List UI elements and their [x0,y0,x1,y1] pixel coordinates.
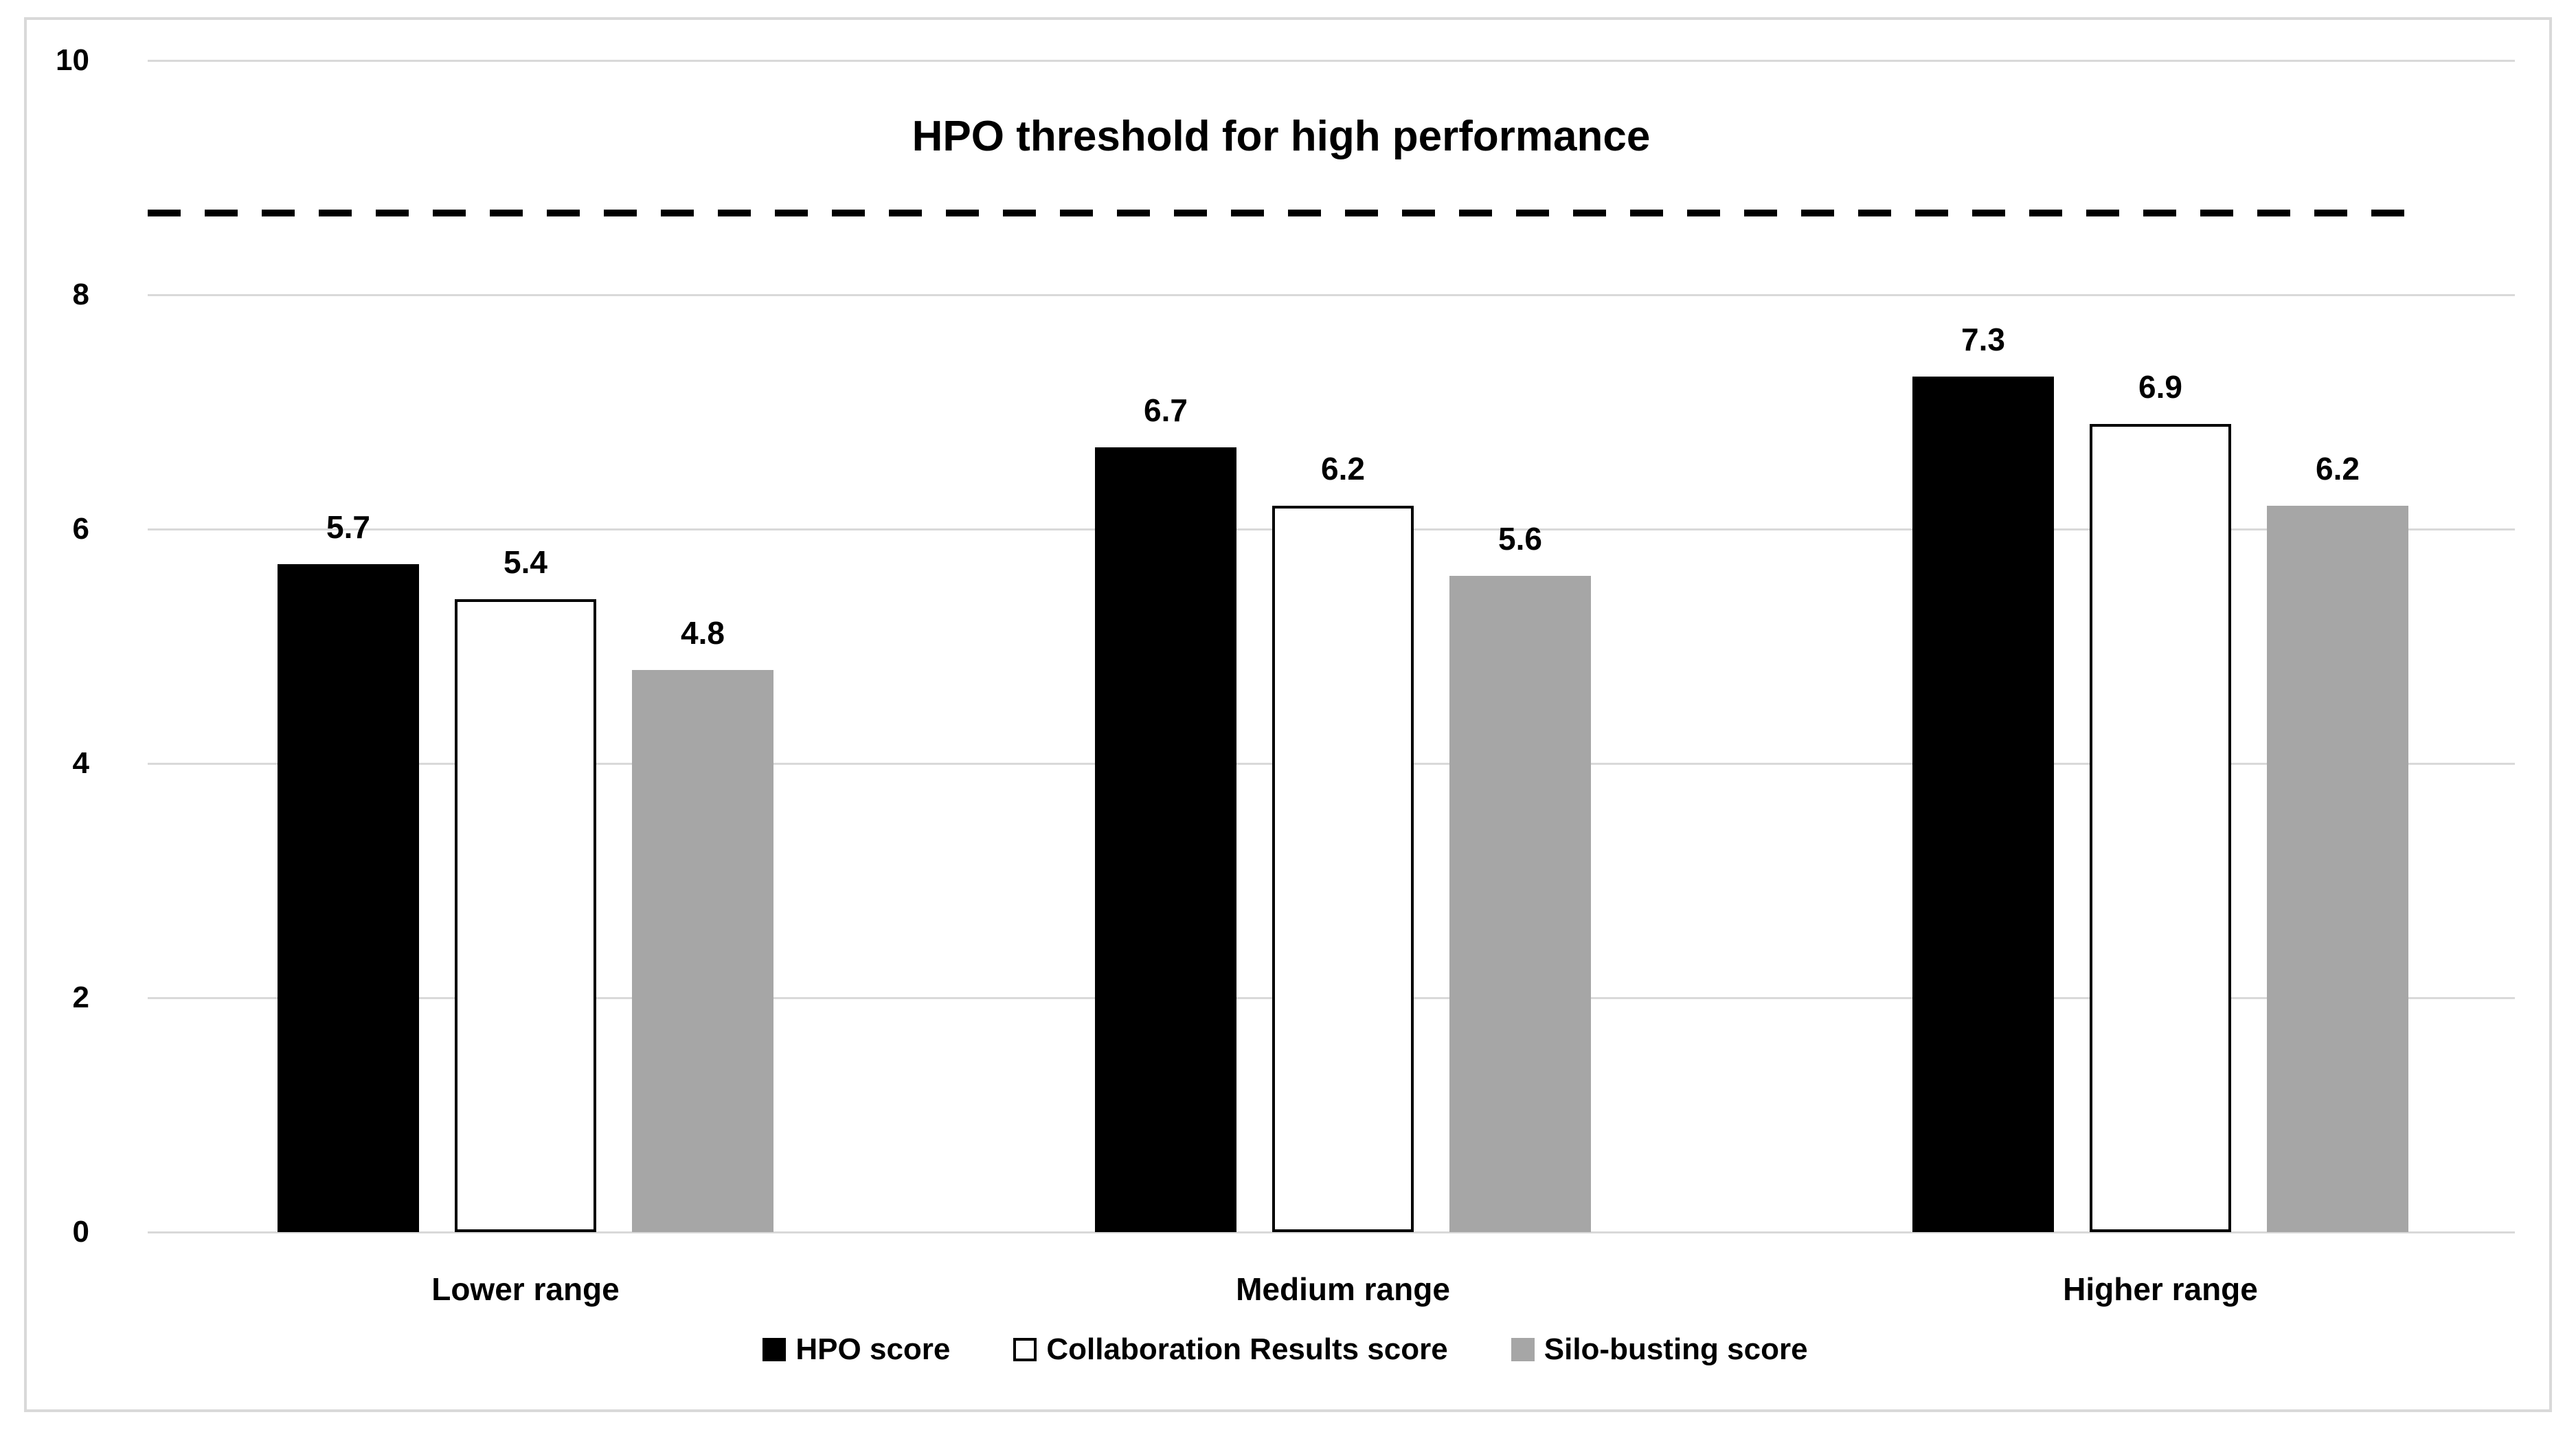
legend-label: Collaboration Results score [1046,1332,1448,1366]
bar-value-label-silo-busting-score-higher-range: 6.2 [2316,451,2360,487]
bar-value-label-hpo-score-lower-range: 5.7 [326,509,370,545]
y-axis-tick-label: 8 [72,278,89,311]
chart-title: HPO threshold for high performance [912,113,1651,160]
y-axis-tick-label: 0 [72,1215,89,1249]
gridline-y-8 [148,294,2515,296]
bar-hpo-score-lower-range [278,564,419,1232]
gridline-y-10 [148,60,2515,62]
legend-swatch-silo-busting-score [1511,1338,1535,1361]
legend-item-silo-busting-score: Silo-busting score [1511,1334,1808,1365]
bar-value-label-hpo-score-higher-range: 7.3 [1961,322,2005,357]
bar-silo-busting-score-medium-range [1449,576,1591,1232]
chart-frame: 0 2 4 6 8 10 HPO threshold for high performan… [24,17,2552,1412]
bar-value-label-collaboration-results-score-lower-range: 5.4 [504,544,547,580]
legend-swatch-hpo-score [762,1338,787,1361]
bar-collaboration-results-score-higher-range [2090,424,2231,1232]
bar-collaboration-results-score-medium-range [1272,506,1414,1232]
legend-swatch-collaboration-results-score [1013,1338,1037,1361]
bar-silo-busting-score-higher-range [2267,506,2408,1232]
x-axis-label-lower-range: Lower range [431,1271,620,1307]
legend-item-hpo-score: HPO score [762,1334,950,1365]
bar-value-label-collaboration-results-score-higher-range: 6.9 [2138,369,2182,405]
y-axis-tick-label: 6 [72,512,89,546]
legend-label: HPO score [795,1332,951,1366]
bar-value-label-hpo-score-medium-range: 6.7 [1144,392,1188,428]
legend-item-collaboration-results-score: Collaboration Results score [1013,1332,1448,1366]
bar-value-label-silo-busting-score-medium-range: 5.6 [1498,521,1542,557]
bar-collaboration-results-score-lower-range [455,599,596,1232]
x-axis-label-higher-range: Higher range [2063,1271,2258,1307]
gridline-y-0 [148,1231,2515,1233]
y-axis-tick-label: 4 [72,746,89,780]
bar-hpo-score-higher-range [1912,377,2054,1232]
x-axis-label-medium-range: Medium range [1236,1271,1450,1307]
bar-silo-busting-score-lower-range [632,670,773,1232]
bar-value-label-silo-busting-score-lower-range: 4.8 [681,615,725,651]
y-axis-tick-label: 2 [72,981,89,1014]
y-axis-tick-label: 10 [56,43,89,77]
threshold-dashed-line [148,209,2415,216]
bar-value-label-collaboration-results-score-medium-range: 6.2 [1321,451,1365,487]
legend-label: Silo-busting score [1544,1332,1808,1366]
bar-hpo-score-medium-range [1095,447,1236,1232]
legend: HPO score Collaboration Results score Silo… [24,1334,2546,1365]
